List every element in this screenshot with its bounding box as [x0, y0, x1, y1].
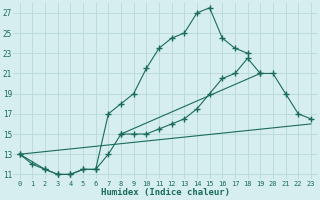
- X-axis label: Humidex (Indice chaleur): Humidex (Indice chaleur): [101, 188, 230, 197]
